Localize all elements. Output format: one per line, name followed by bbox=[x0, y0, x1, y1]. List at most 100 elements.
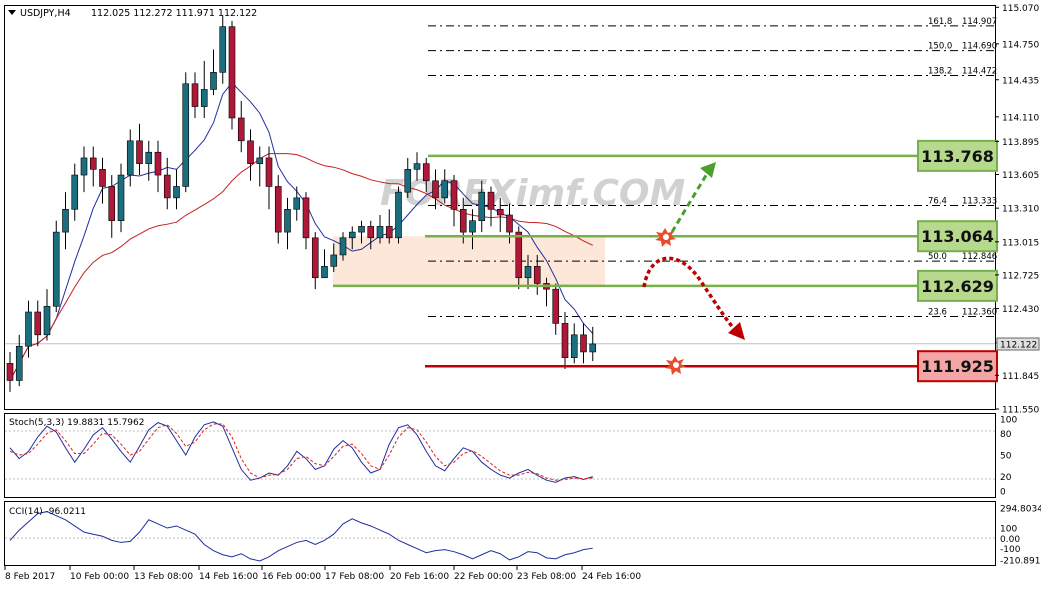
stoch-tick-label: 100 bbox=[1000, 416, 1017, 426]
key-level-label: 113.768 bbox=[921, 147, 994, 166]
candle-body bbox=[515, 231, 523, 279]
fib-ratio-label: 50.0 bbox=[928, 252, 947, 262]
candle-body bbox=[247, 140, 254, 164]
burst-marker-lower-center bbox=[673, 362, 679, 368]
time-tick-label: 14 Feb 16:00 bbox=[199, 572, 258, 582]
candle-body bbox=[136, 140, 143, 164]
time-tick-label: 23 Feb 08:00 bbox=[517, 572, 576, 582]
price-axis: 115.070 114.750 114.435 114.110 113.895 113.6… bbox=[995, 4, 1039, 416]
fib-price-label: 113.333 bbox=[962, 197, 997, 207]
candle-body bbox=[311, 237, 319, 279]
cci-tick-label: 0.00 bbox=[1000, 535, 1020, 545]
cci-panel-frame bbox=[4, 501, 996, 566]
stoch-signal-line bbox=[9, 423, 593, 481]
time-tick-label: 10 Feb 00:00 bbox=[70, 572, 129, 582]
key-level-label: 113.064 bbox=[921, 227, 994, 246]
time-tick-label: 8 Feb 2017 bbox=[5, 572, 55, 582]
ma-slow-line bbox=[9, 153, 593, 381]
candle-body bbox=[524, 266, 532, 279]
time-tick-label: 22 Feb 00:00 bbox=[454, 572, 513, 582]
candle-body bbox=[52, 231, 60, 307]
candle-body bbox=[339, 237, 347, 256]
candle-body bbox=[441, 180, 449, 199]
candle-body bbox=[376, 226, 384, 239]
candle-body bbox=[237, 117, 245, 142]
candle-body bbox=[62, 208, 69, 233]
candle-body bbox=[89, 157, 97, 170]
candle-body bbox=[432, 180, 439, 199]
price-tick-label: 114.435 bbox=[1002, 76, 1039, 86]
candle-body bbox=[173, 186, 180, 199]
candle-body bbox=[25, 311, 32, 347]
levels-layer: 113.768 113.064 112.629 111.925 bbox=[333, 139, 998, 383]
candle-body bbox=[404, 169, 412, 193]
candle-body bbox=[348, 231, 356, 239]
candle-body bbox=[256, 157, 264, 164]
candle-body bbox=[191, 83, 199, 107]
candle-body bbox=[126, 140, 134, 176]
candle-body bbox=[570, 334, 578, 358]
candle-body bbox=[533, 266, 541, 284]
key-level-label: 111.925 bbox=[921, 357, 994, 376]
candle-body bbox=[478, 191, 486, 221]
stoch-main-line bbox=[9, 421, 593, 483]
bullish-arrow-head bbox=[700, 162, 716, 178]
stoch-tick-label: 50 bbox=[1000, 452, 1012, 462]
price-tick-label: 113.605 bbox=[1002, 171, 1039, 181]
price-tick-label: 111.845 bbox=[1002, 372, 1039, 382]
header-symbol: USDJPY,H4 bbox=[20, 8, 71, 19]
fib-price-label: 112.360 bbox=[962, 308, 997, 318]
candle-body bbox=[487, 191, 495, 210]
candle-body bbox=[210, 72, 217, 90]
candle-body bbox=[385, 226, 393, 239]
price-tick-label: 113.310 bbox=[1002, 205, 1039, 215]
candle-body bbox=[117, 174, 125, 221]
price-tick-label: 111.550 bbox=[1002, 406, 1039, 416]
cci-tick-label: -210.8914 bbox=[1000, 557, 1041, 567]
key-level-box bbox=[917, 269, 998, 302]
candle-body bbox=[265, 157, 273, 187]
header-dropdown-icon[interactable] bbox=[8, 10, 16, 15]
candle-body bbox=[321, 266, 328, 279]
current-price-label: 112.122 bbox=[1000, 341, 1037, 351]
candle-body bbox=[15, 345, 23, 381]
fib-price-label: 112.846 bbox=[962, 252, 997, 262]
cci-value-line bbox=[9, 511, 593, 562]
time-tick-label: 16 Feb 00:00 bbox=[262, 572, 321, 582]
price-tick-label: 112.725 bbox=[1002, 271, 1039, 281]
candle-body bbox=[6, 363, 14, 381]
current-price-box bbox=[996, 337, 1040, 351]
price-tick-label: 114.110 bbox=[1002, 113, 1039, 123]
cci-tick-label: 100 bbox=[1000, 525, 1017, 535]
candle-body bbox=[413, 163, 421, 170]
candle-body bbox=[80, 157, 88, 176]
candle-body bbox=[459, 208, 467, 233]
fibonacci-layer: 161.8 114.907 150.0 114.690 138.2 114.472 76.4… bbox=[428, 17, 997, 318]
candle-body bbox=[358, 226, 365, 233]
fib-ratio-label: 76.4 bbox=[928, 197, 947, 207]
candle-body bbox=[422, 163, 430, 182]
candle-body bbox=[99, 169, 106, 187]
time-tick-label: 17 Feb 08:00 bbox=[325, 572, 384, 582]
candle-body bbox=[163, 174, 171, 199]
price-tick-label: 112.430 bbox=[1002, 305, 1039, 315]
cci-label: CCI(14) -96.0211 bbox=[9, 507, 86, 517]
stoch-tick-label: 20 bbox=[1000, 473, 1012, 483]
candle-body bbox=[71, 174, 79, 210]
fib-ratio-label: 150.0 bbox=[928, 42, 952, 52]
fib-ratio-label: 161.8 bbox=[928, 17, 952, 27]
burst-marker-upper-center bbox=[663, 234, 669, 240]
candle-body bbox=[34, 311, 42, 336]
candle-body bbox=[450, 180, 458, 210]
candle-body bbox=[154, 151, 162, 176]
key-level-box bbox=[917, 139, 998, 172]
candle-body bbox=[580, 334, 587, 353]
candle-body bbox=[496, 208, 504, 216]
cci-tick-label: -100 bbox=[1000, 545, 1021, 555]
cci-tick-label: 294.8034 bbox=[1000, 505, 1041, 515]
bearish-arrow-head bbox=[728, 322, 745, 340]
candle-body bbox=[506, 214, 513, 233]
candle-body bbox=[228, 26, 236, 119]
